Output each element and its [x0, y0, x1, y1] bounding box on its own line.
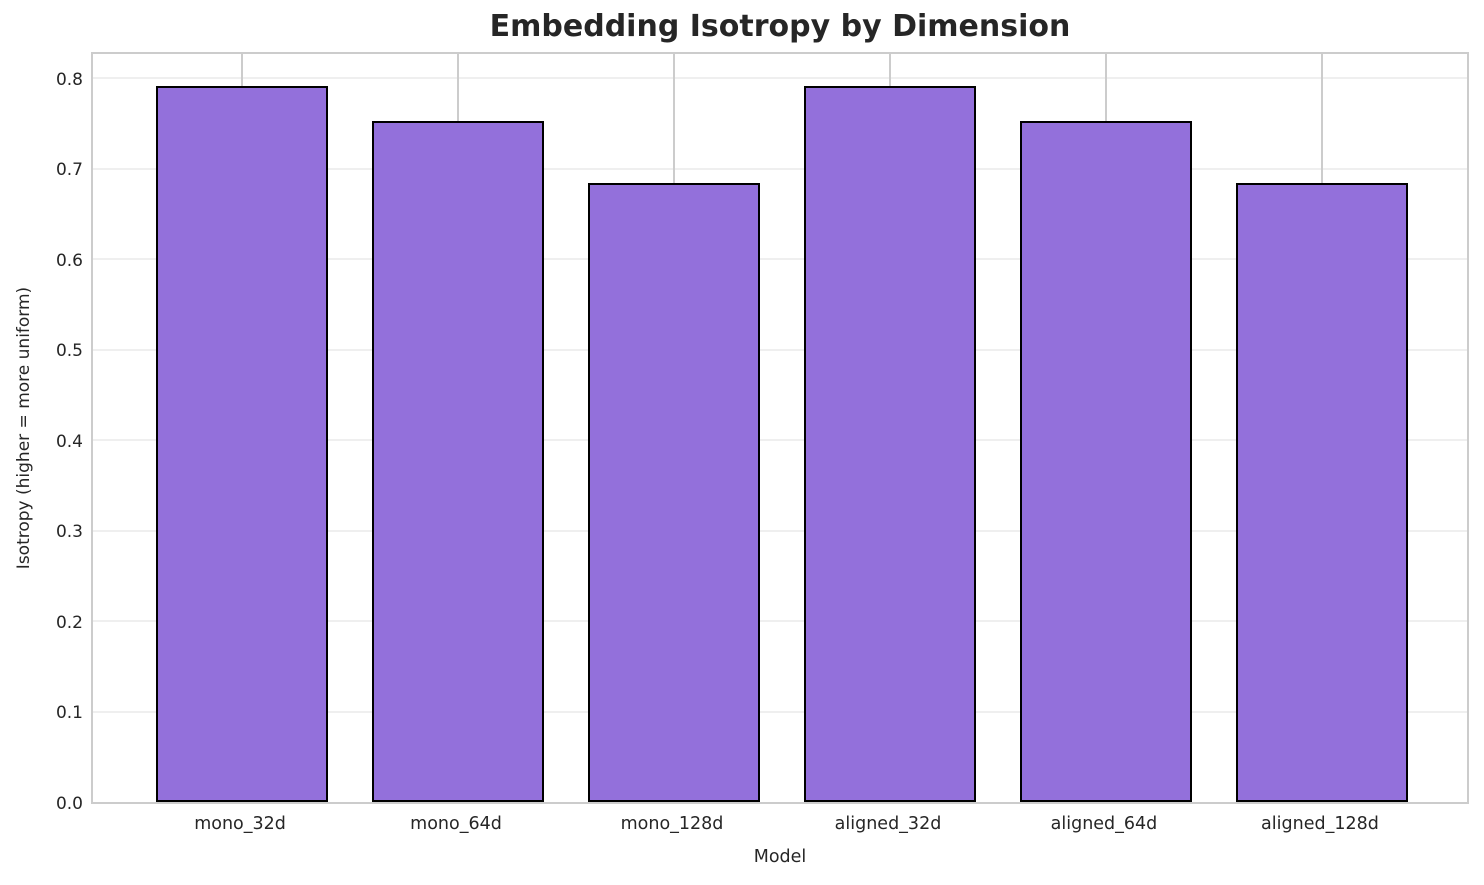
horizontal-gridline	[93, 620, 1467, 623]
chart-title: Embedding Isotropy by Dimension	[489, 9, 1071, 44]
bar-aligned_64d	[1019, 120, 1193, 802]
horizontal-gridline	[93, 258, 1467, 261]
y-tick-label: 0.0	[55, 793, 83, 814]
horizontal-gridline	[93, 77, 1467, 80]
bar-mono_32d	[155, 86, 329, 802]
x-tick-label-aligned_128d: aligned_128d	[1261, 814, 1379, 834]
x-tick-label-mono_32d: mono_32d	[194, 814, 286, 834]
plot-area	[91, 52, 1469, 804]
y-tick-label: 0.3	[55, 522, 83, 543]
y-tick-label: 0.8	[55, 69, 83, 90]
bar-mono_128d	[587, 183, 761, 802]
horizontal-gridline	[93, 710, 1467, 713]
y-axis-label: Isotropy (higher = more uniform)	[14, 286, 34, 570]
y-tick-label: 0.1	[55, 703, 83, 723]
bar-aligned_128d	[1235, 183, 1409, 802]
horizontal-gridline	[93, 529, 1467, 532]
x-tick-label-aligned_32d: aligned_32d	[834, 814, 942, 834]
x-tick-label-aligned_64d: aligned_64d	[1050, 814, 1158, 834]
y-tick-label: 0.2	[55, 612, 83, 633]
x-tick-label-mono_64d: mono_64d	[410, 814, 502, 834]
x-tick-label-mono_128d: mono_128d	[620, 814, 724, 834]
y-tick-label: 0.6	[55, 250, 83, 271]
horizontal-gridline	[93, 348, 1467, 351]
y-tick-label: 0.7	[55, 160, 83, 181]
bar-mono_64d	[371, 120, 545, 802]
horizontal-gridline	[93, 167, 1467, 170]
bar-aligned_32d	[803, 86, 977, 802]
x-axis-label: Model	[753, 847, 807, 867]
horizontal-gridline	[93, 439, 1467, 442]
y-tick-label: 0.5	[55, 341, 83, 362]
y-tick-label: 0.4	[55, 431, 83, 452]
